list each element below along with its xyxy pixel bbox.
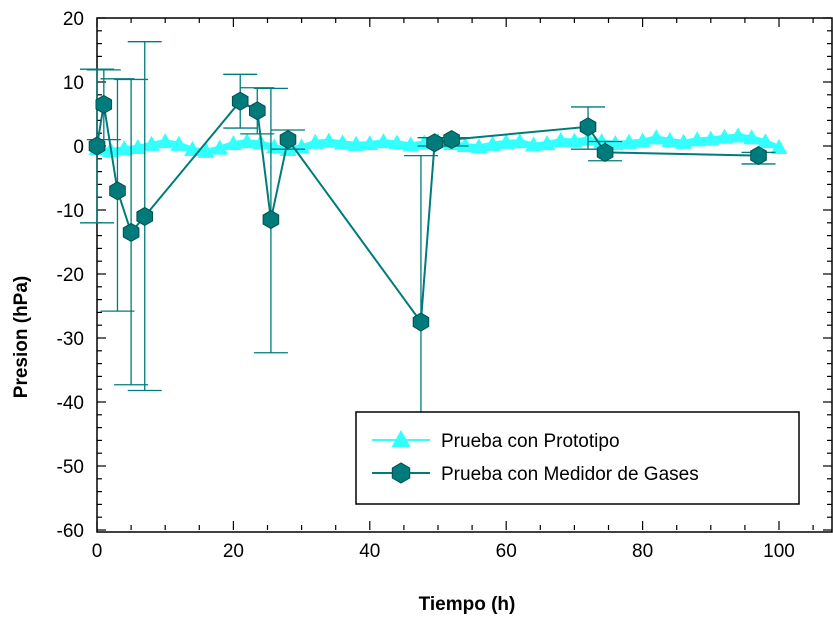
plot-border	[96, 17, 833, 533]
series-prototipo-point	[170, 135, 188, 151]
y-tick-label: -60	[57, 521, 84, 542]
series-prototipo-point	[661, 131, 679, 147]
series-medidor-point	[279, 130, 297, 150]
y-axis-title: Presion (hPa)	[11, 276, 32, 398]
plot-frame	[96, 17, 833, 533]
series-medidor-point	[136, 206, 153, 226]
series-medidor-point	[122, 222, 140, 242]
series-prototipo-point	[634, 132, 652, 148]
series-prototipo-point	[525, 136, 542, 152]
series-medidor-point	[750, 146, 767, 166]
y-tick-label: 10	[63, 73, 84, 94]
series-prototipo-point	[388, 134, 406, 150]
series-prototipo-point	[211, 139, 229, 155]
series-prototipo-point	[770, 138, 788, 155]
series-prototipo-point	[538, 135, 556, 151]
x-tick-label: 20	[223, 541, 244, 562]
series-medidor-point	[231, 91, 249, 111]
series-prototipo-point	[224, 135, 242, 151]
series-prototipo-point	[715, 128, 733, 144]
legend: Prueba con Prototipo Prueba con Medidor d…	[355, 411, 800, 505]
series-prototipo-point	[688, 131, 706, 147]
series-prototipo-point	[470, 138, 488, 154]
legend-item-medidor: Prueba con Medidor de Gases	[372, 462, 699, 485]
series-prototipo-point	[361, 135, 379, 151]
legend-item-prototipo: Prueba con Prototipo	[372, 430, 620, 452]
series-prototipo-point	[347, 135, 365, 151]
legend-label: Prueba con Medidor de Gases	[441, 464, 699, 485]
series-medidor-line	[96, 99, 759, 325]
series-prototipo-point	[606, 135, 624, 151]
x-tick-label: 60	[496, 541, 517, 562]
y-tick-label: -40	[57, 393, 84, 414]
series-prototipo-point	[402, 136, 420, 152]
series-medidor-point	[596, 142, 614, 162]
legend-box	[355, 411, 800, 505]
series-prototipo-point	[143, 135, 161, 151]
series-prototipo-point	[484, 135, 502, 151]
series-medidor-point	[249, 101, 266, 121]
series-prototipo-point	[320, 132, 338, 148]
y-tick-label: -50	[57, 457, 84, 478]
x-tick-label: 100	[763, 541, 795, 562]
y-tick-label: -10	[57, 201, 84, 222]
legend-label: Prueba con Prototipo	[441, 431, 620, 452]
series-prototipo-point	[647, 129, 665, 145]
series-prototipo-point	[115, 140, 133, 156]
series-prototipo-point	[238, 133, 256, 149]
series-medidor-point	[262, 210, 280, 230]
tick-labels: 0 20 40 60 80 100 -60 -50 -40 -30 -20 -10 0 10 20	[57, 9, 795, 562]
y-tick-label: -20	[57, 265, 84, 286]
series-prototipo-point	[565, 132, 583, 148]
series-prototipo-point	[374, 133, 392, 149]
series-prototipo-point	[756, 133, 774, 149]
x-tick-label: 0	[92, 541, 103, 562]
series-prototipo-point	[306, 133, 324, 149]
legend-marker	[391, 462, 411, 484]
series-prototipo-point	[511, 133, 529, 149]
y-tick-label: 0	[73, 137, 84, 158]
y-tick-label: -30	[57, 329, 84, 350]
series-prototipo-point	[729, 127, 747, 143]
series-medidor-point	[579, 117, 597, 137]
series-layer	[80, 41, 788, 415]
series-prototipo-point	[743, 129, 761, 145]
axis-ticks	[96, 17, 832, 531]
x-tick-label: 80	[632, 541, 653, 562]
x-tick-label: 40	[359, 541, 380, 562]
series-prototipo-point	[197, 142, 215, 158]
series-prototipo-point	[552, 131, 570, 147]
series-prototipo-point	[456, 136, 474, 153]
series-medidor-point	[109, 181, 126, 201]
y-tick-label: 20	[63, 9, 84, 30]
series-prototipo-point	[334, 134, 351, 150]
series-medidor-point	[95, 94, 113, 114]
series-medidor-point	[426, 133, 443, 153]
series-medidor	[80, 41, 776, 415]
series-medidor-point	[443, 130, 460, 150]
series-medidor-point	[88, 136, 106, 156]
x-axis-title: Tiempo (h)	[419, 594, 516, 615]
series-prototipo-point	[129, 138, 147, 155]
legend-marker	[391, 430, 411, 447]
series-prototipo-point	[675, 133, 692, 149]
series-prototipo-point	[620, 133, 638, 149]
series-medidor-point	[412, 312, 430, 332]
series-prototipo-point	[497, 133, 515, 149]
series-prototipo-point	[184, 140, 201, 156]
series-prototipo-point	[156, 133, 174, 149]
series-prototipo-point	[702, 130, 720, 146]
